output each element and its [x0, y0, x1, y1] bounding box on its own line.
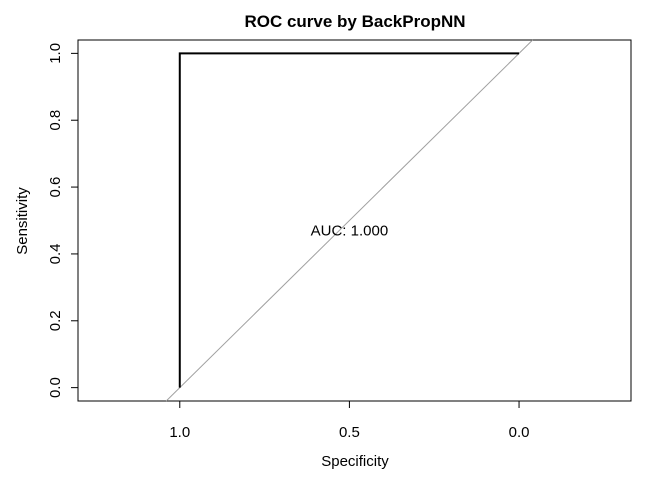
- y-tick-label: 0.4: [47, 243, 64, 264]
- plot-frame: [77, 39, 632, 402]
- y-tick-label: 0.6: [47, 177, 64, 198]
- auc-annotation: AUC: 1.000: [311, 223, 389, 240]
- x-tick-label: 0.0: [509, 424, 530, 441]
- y-axis-label: Sensitivity: [14, 187, 31, 255]
- x-tick-label: 1.0: [169, 424, 190, 441]
- chart-title: ROC curve by BackPropNN: [244, 12, 465, 31]
- reference-diagonal-line: [165, 39, 533, 402]
- x-axis-label: Specificity: [321, 453, 389, 470]
- y-tick-label: 0.0: [47, 377, 64, 398]
- x-axis: 1.0 0.5 0.0: [169, 400, 530, 441]
- y-tick-label: 0.8: [47, 110, 64, 131]
- y-tick-label: 1.0: [47, 43, 64, 64]
- y-axis: 0.0 0.2 0.4 0.6 0.8 1.0: [47, 43, 79, 398]
- roc-curve-line: [178, 52, 520, 388]
- x-tick-label: 0.5: [339, 424, 360, 441]
- y-tick-label: 0.2: [47, 310, 64, 331]
